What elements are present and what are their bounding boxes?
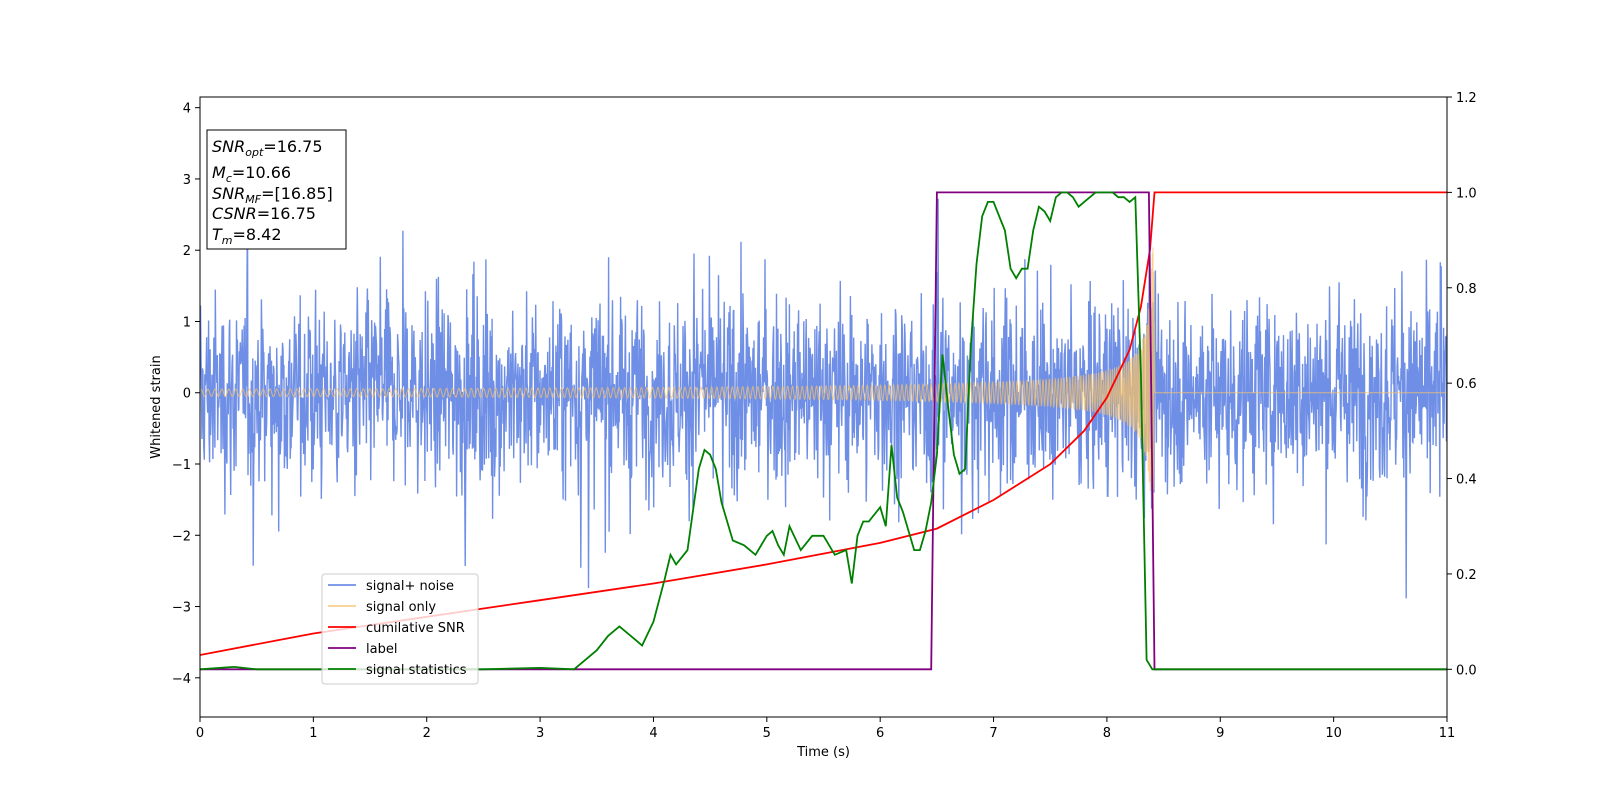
info-line-value: =[16.85] (261, 184, 333, 203)
legend-label: cumilative SNR (366, 621, 465, 636)
series-signal-plus-noise (200, 198, 1447, 599)
info-line: SNRopt=16.75 (212, 137, 323, 159)
info-box-frame (206, 129, 347, 250)
y-tick-label: −1 (172, 458, 191, 473)
y-tick-label: 4 (183, 102, 191, 117)
x-tick-label: 9 (1216, 726, 1224, 741)
x-tick-label: 5 (763, 726, 771, 741)
y-tick-label: −4 (172, 672, 191, 687)
x-tick-label: 3 (536, 726, 544, 741)
y-tick-label: 3 (183, 173, 191, 188)
info-line: Mc=10.66 (212, 163, 291, 185)
x-tick-label: 0 (196, 726, 204, 741)
series-signal-statistics (200, 191, 1447, 671)
y-tick-label: −3 (172, 601, 191, 616)
x-tick-label: 7 (989, 726, 997, 741)
info-box: SNRopt=16.75Mc=10.66SNRMF=[16.85]CSNR=16… (206, 129, 347, 250)
x-axis-label: Time (s) (796, 745, 850, 760)
info-line-value: =8.42 (233, 225, 282, 244)
legend: signal+ noise signal only cumilative SNR la… (321, 573, 479, 685)
legend-label: signal+ noise (366, 579, 454, 594)
x-tick-label: 10 (1325, 726, 1342, 741)
x-tick-label: 2 (423, 726, 431, 741)
x-tick-label: 6 (876, 726, 884, 741)
info-line-value: =16.75 (263, 137, 322, 156)
y2-tick-label: 0.4 (1456, 473, 1477, 488)
y2-tick-label: 0.8 (1456, 282, 1477, 297)
y-axis-label: Whitened strain (149, 355, 164, 458)
plot-frame (199, 96, 1448, 718)
x-tick-label: 11 (1439, 726, 1456, 741)
info-line-symbol: M (212, 163, 226, 182)
y2-tick-label: 1.2 (1456, 91, 1477, 106)
info-line-subscript: c (226, 172, 232, 185)
legend-label: signal statistics (366, 663, 467, 678)
y-tick-label: 0 (183, 387, 191, 402)
info-line-symbol: T (212, 225, 223, 244)
y2-tick-label: 0.6 (1456, 377, 1477, 392)
y-tick-label: 1 (183, 315, 191, 330)
info-line: CSNR=16.75 (212, 204, 316, 223)
y2-tick-label: 0.2 (1456, 568, 1477, 583)
info-line: Tm=8.42 (212, 225, 282, 247)
x-tick-label: 8 (1103, 726, 1111, 741)
x-tick-label: 1 (309, 726, 317, 741)
info-line-symbol: CSNR (212, 204, 257, 223)
info-line-subscript: opt (245, 146, 264, 159)
legend-frame (321, 573, 479, 685)
series-signal-only (200, 247, 1447, 534)
series-layer (200, 191, 1447, 671)
info-line-symbol: SNR (212, 184, 245, 203)
y2-tick-label: 0.0 (1456, 663, 1477, 678)
info-line-value: =10.66 (232, 163, 291, 182)
info-line-symbol: SNR (212, 137, 245, 156)
y2-tick-label: 1.0 (1456, 186, 1477, 201)
info-line-subscript: MF (245, 193, 261, 206)
y-tick-label: −2 (172, 529, 191, 544)
y-tick-label: 2 (183, 244, 191, 259)
x-tick-label: 4 (649, 726, 657, 741)
axes-layer: 0 1 2 3 4 5 6 7 8 9 10 1143210−1−2−3−41.21.00.80.60… (172, 91, 1477, 741)
legend-label: signal only (366, 600, 436, 615)
info-line: SNRMF=[16.85] (212, 184, 333, 206)
legend-label: label (366, 642, 397, 657)
info-line-value: =16.75 (257, 204, 316, 223)
info-line-subscript: m (222, 234, 233, 247)
series-cumulative-snr (200, 191, 1447, 656)
